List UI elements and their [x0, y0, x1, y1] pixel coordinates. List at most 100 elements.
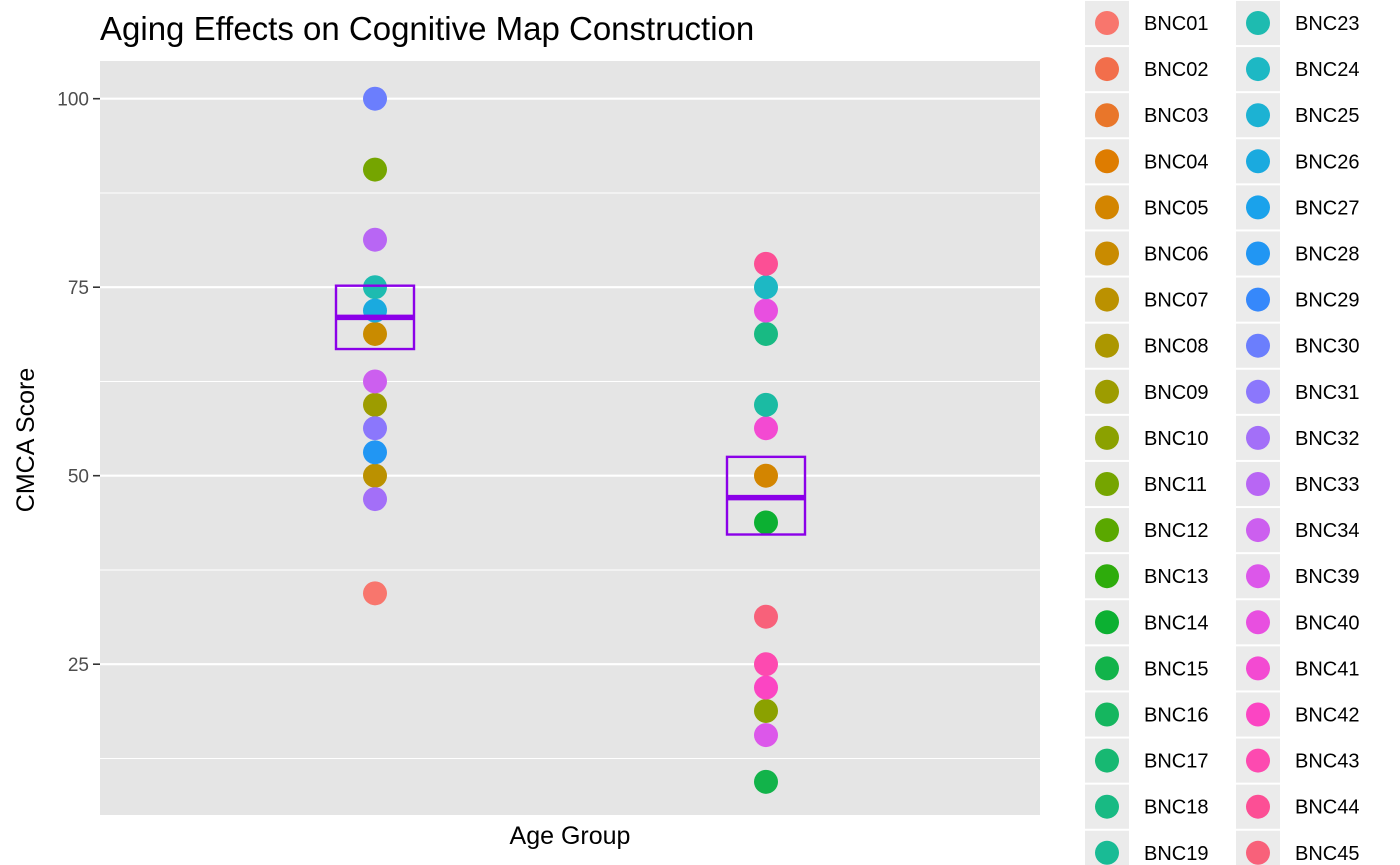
legend-key-bnc32 — [1246, 425, 1270, 450]
data-point-bnc32 — [363, 487, 387, 512]
legend-key-bnc10 — [1095, 425, 1119, 450]
data-point-bnc42 — [754, 675, 778, 700]
legend-key-bnc09 — [1095, 379, 1119, 404]
legend-key-bnc31 — [1246, 379, 1270, 404]
legend-label-bnc07: BNC07 — [1144, 290, 1208, 312]
legend-key-bnc44 — [1246, 794, 1270, 819]
data-point-bnc43 — [754, 652, 778, 677]
legend-label-bnc24: BNC24 — [1295, 59, 1359, 81]
data-point-bnc23 — [363, 275, 387, 300]
legend-label-bnc03: BNC03 — [1144, 105, 1208, 127]
data-point-bnc11 — [363, 157, 387, 182]
legend-key-bnc28 — [1246, 241, 1270, 266]
data-point-bnc28 — [363, 440, 387, 465]
legend-label-bnc02: BNC02 — [1144, 59, 1208, 81]
legend-label-bnc19: BNC19 — [1144, 843, 1208, 865]
legend-label-bnc39: BNC39 — [1295, 566, 1359, 588]
data-points — [363, 86, 778, 794]
data-point-bnc05 — [754, 463, 778, 488]
data-point-bnc31 — [363, 416, 387, 441]
legend-key-bnc27 — [1246, 195, 1270, 220]
legend-key-bnc42 — [1246, 702, 1270, 727]
legend-label-bnc11: BNC11 — [1144, 474, 1207, 496]
data-point-bnc01 — [363, 581, 387, 606]
legend-key-bnc24 — [1246, 57, 1270, 82]
legend-key-bnc40 — [1246, 610, 1270, 635]
legend-label-bnc08: BNC08 — [1144, 336, 1208, 358]
legend-label-bnc41: BNC41 — [1295, 658, 1359, 680]
data-point-bnc06 — [363, 321, 387, 346]
legend-label-bnc30: BNC30 — [1295, 336, 1359, 358]
legend-label-bnc12: BNC12 — [1144, 520, 1208, 542]
data-point-bnc24 — [754, 275, 778, 300]
plot-panel — [100, 61, 1040, 815]
legend-label-bnc25: BNC25 — [1295, 105, 1359, 127]
legend-key-bnc29 — [1246, 287, 1270, 312]
summary-boxes — [334, 284, 807, 536]
legend-label-bnc32: BNC32 — [1295, 428, 1359, 450]
legend-label-bnc09: BNC09 — [1144, 382, 1208, 404]
data-point-bnc14 — [754, 510, 778, 535]
data-point-bnc44 — [754, 251, 778, 276]
legend-label-bnc44: BNC44 — [1295, 797, 1359, 819]
legend-key-bnc13 — [1095, 564, 1119, 589]
data-point-bnc30 — [363, 86, 387, 111]
legend-label-bnc05: BNC05 — [1144, 197, 1208, 219]
legend-key-bnc08 — [1095, 333, 1119, 358]
legend-key-bnc16 — [1095, 702, 1119, 727]
legend-label-bnc04: BNC04 — [1144, 151, 1208, 173]
legend-key-bnc04 — [1095, 149, 1119, 174]
legend-key-bnc15 — [1095, 656, 1119, 681]
legend-label-bnc18: BNC18 — [1144, 797, 1208, 819]
legend-key-bnc14 — [1095, 610, 1119, 635]
data-point-bnc39 — [754, 723, 778, 748]
legend-label-bnc10: BNC10 — [1144, 428, 1208, 450]
y-axis: 25 50 75 100 — [57, 90, 100, 676]
legend-key-bnc26 — [1246, 149, 1270, 174]
legend-label-bnc06: BNC06 — [1144, 244, 1208, 266]
legend-label-bnc23: BNC23 — [1295, 13, 1359, 35]
legend-label-bnc01: BNC01 — [1144, 13, 1208, 35]
y-tick-label: 75 — [68, 278, 89, 299]
panel-background — [100, 61, 1040, 815]
data-point-bnc15 — [754, 769, 778, 794]
legend-label-bnc31: BNC31 — [1295, 382, 1359, 404]
legend-key-bnc02 — [1095, 57, 1119, 82]
legend-key-bnc30 — [1246, 333, 1270, 358]
legend-label-bnc14: BNC14 — [1144, 612, 1208, 634]
legend-label-bnc42: BNC42 — [1295, 705, 1359, 727]
data-point-bnc22 — [754, 392, 778, 417]
legend-key-bnc07 — [1095, 287, 1119, 312]
legend-label-bnc40: BNC40 — [1295, 612, 1359, 634]
legend-label-bnc27: BNC27 — [1295, 197, 1359, 219]
legend-key-bnc45 — [1246, 840, 1270, 865]
y-tick-label: 100 — [57, 90, 89, 111]
data-point-bnc41 — [754, 416, 778, 441]
data-point-bnc10 — [754, 698, 778, 723]
legend-key-bnc11 — [1095, 472, 1119, 496]
data-point-bnc07 — [363, 463, 387, 488]
legend-label-bnc13: BNC13 — [1144, 566, 1208, 588]
legend-key-bnc18 — [1095, 794, 1119, 819]
x-axis-title: Age Group — [510, 822, 631, 850]
legend-key-bnc17 — [1095, 748, 1119, 773]
data-point-bnc40 — [754, 298, 778, 323]
y-tick-label: 50 — [68, 467, 89, 488]
legend-label-bnc15: BNC15 — [1144, 658, 1208, 680]
legend-label-bnc33: BNC33 — [1295, 474, 1359, 496]
legend-label-bnc28: BNC28 — [1295, 244, 1359, 266]
legend-label-bnc17: BNC17 — [1144, 751, 1208, 773]
legend-key-bnc34 — [1246, 518, 1270, 543]
legend-label-bnc43: BNC43 — [1295, 751, 1359, 773]
data-point-bnc18 — [754, 321, 778, 346]
data-point-bnc45 — [754, 604, 778, 629]
y-tick-label: 25 — [68, 655, 89, 676]
legend-key-bnc23 — [1246, 11, 1270, 35]
legend-key-bnc06 — [1095, 241, 1119, 266]
legend-key-bnc39 — [1246, 564, 1270, 589]
chart-title: Aging Effects on Cognitive Map Construct… — [100, 10, 754, 47]
data-point-bnc09 — [363, 392, 387, 417]
y-axis-title: CMCA Score — [12, 368, 40, 512]
legend-label-bnc34: BNC34 — [1295, 520, 1359, 542]
